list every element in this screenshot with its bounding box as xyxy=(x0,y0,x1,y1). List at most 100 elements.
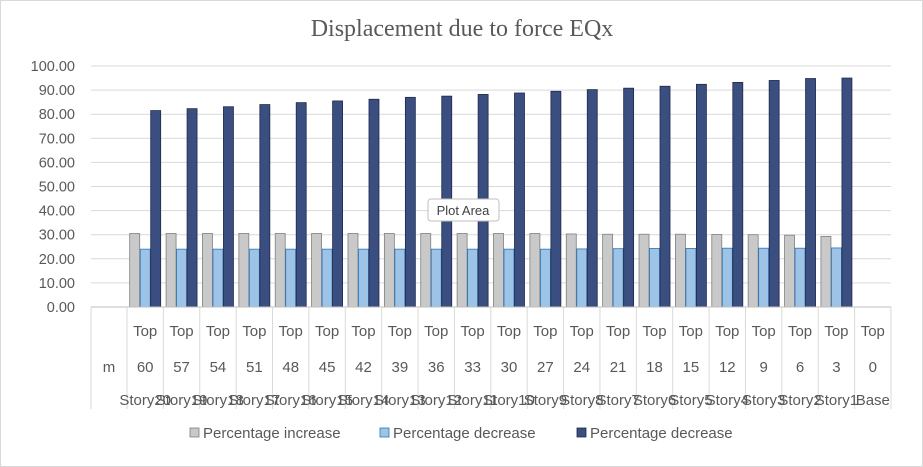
bar-series-1[interactable] xyxy=(274,233,286,308)
y-tick-label: 60.00 xyxy=(39,155,75,171)
bar-series-2[interactable] xyxy=(831,247,842,308)
bar-series-1[interactable] xyxy=(820,235,832,308)
category-story-label: Story3 xyxy=(742,392,785,409)
bar-series-3[interactable] xyxy=(295,102,307,308)
plot-area[interactable] xyxy=(129,77,853,308)
bar-series-1[interactable] xyxy=(456,233,468,308)
category-elevation-label: 24 xyxy=(573,359,590,376)
bar-series-1[interactable] xyxy=(420,233,432,308)
bar-series-1[interactable] xyxy=(347,233,359,308)
category-elevation-label: 60 xyxy=(137,359,154,376)
category-level-label: Top xyxy=(497,323,521,340)
bar-series-3[interactable] xyxy=(150,110,162,308)
category-level-label: Top xyxy=(242,323,266,340)
bar-series-2[interactable] xyxy=(467,248,479,308)
bar-series-2[interactable] xyxy=(248,248,260,308)
bar-series-3[interactable] xyxy=(332,100,343,308)
bar-series-1[interactable] xyxy=(638,233,650,308)
category-elevation-label: 15 xyxy=(683,359,700,376)
bar-series-1[interactable] xyxy=(238,233,250,308)
category-level-label: Top xyxy=(679,323,703,340)
chart-title: Displacement due to force EQx xyxy=(311,16,614,42)
y-axis: 0.00 10.00 20.00 30.00 40.00 50.00 60.00 70.00 8… xyxy=(31,59,75,316)
bar-series-3[interactable] xyxy=(805,78,816,308)
category-elevation-label: 0 xyxy=(869,359,877,376)
bar-series-2[interactable] xyxy=(758,247,770,308)
category-elevation-label: 36 xyxy=(428,359,445,376)
bar-series-3[interactable] xyxy=(768,80,780,308)
bar-series-2[interactable] xyxy=(430,248,442,308)
bar-series-3[interactable] xyxy=(223,106,234,308)
bar-series-3[interactable] xyxy=(186,108,198,308)
bar-series-1[interactable] xyxy=(565,233,577,308)
category-level-label: Top xyxy=(752,323,776,340)
category-level-label: Top xyxy=(606,323,630,340)
y-tick-label: 50.00 xyxy=(39,180,75,196)
category-elevation-label: 57 xyxy=(173,359,190,376)
category-story-label: Story5 xyxy=(669,392,712,409)
category-elevation-label: 3 xyxy=(832,359,840,376)
y-tick-label: 30.00 xyxy=(39,228,75,244)
legend-swatch xyxy=(189,427,200,438)
bar-series-1[interactable] xyxy=(711,234,723,308)
bar-series-1[interactable] xyxy=(311,233,322,308)
category-level-label: Top xyxy=(388,323,412,340)
category-table: mTop60Story20Top57Story19Top54Story18Top… xyxy=(90,306,892,409)
bar-series-1[interactable] xyxy=(383,233,395,308)
category-level-label: Top xyxy=(788,323,812,340)
bar-series-3[interactable] xyxy=(586,89,598,308)
bar-series-1[interactable] xyxy=(675,233,686,308)
bar-series-2[interactable] xyxy=(794,247,806,308)
y-tick-label: 0.00 xyxy=(47,300,75,316)
bar-series-3[interactable] xyxy=(841,77,853,308)
bar-series-1[interactable] xyxy=(602,233,614,308)
bar-series-2[interactable] xyxy=(539,248,551,308)
category-story-label: Story12 xyxy=(410,392,462,409)
bar-series-2[interactable] xyxy=(394,248,406,308)
bar-series-2[interactable] xyxy=(649,248,660,308)
bar-series-3[interactable] xyxy=(550,90,562,308)
category-story-label: Story14 xyxy=(338,392,390,409)
category-level-label: Top xyxy=(533,323,557,340)
category-elevation-label: 33 xyxy=(464,359,481,376)
bar-series-3[interactable] xyxy=(623,87,635,308)
bar-series-2[interactable] xyxy=(503,248,515,308)
bar-series-3[interactable] xyxy=(659,85,671,308)
bar-series-1[interactable] xyxy=(747,234,759,308)
bar-series-2[interactable] xyxy=(576,248,588,308)
bar-series-2[interactable] xyxy=(358,248,369,308)
category-level-label: Top xyxy=(206,323,230,340)
bar-series-2[interactable] xyxy=(285,248,297,308)
bar-series-1[interactable] xyxy=(165,233,177,308)
bar-series-3[interactable] xyxy=(696,83,707,308)
bar-series-3[interactable] xyxy=(368,98,380,308)
legend-label: Percentage decrease xyxy=(393,425,536,442)
bar-series-3[interactable] xyxy=(259,104,271,308)
bar-series-1[interactable] xyxy=(202,233,213,308)
category-elevation-label: 54 xyxy=(210,359,227,376)
category-level-label: Top xyxy=(715,323,739,340)
bar-series-3[interactable] xyxy=(732,81,744,308)
category-elevation-label: 6 xyxy=(796,359,804,376)
bar-series-1[interactable] xyxy=(784,234,795,308)
y-tick-label: 100.00 xyxy=(31,59,75,75)
bar-series-2[interactable] xyxy=(139,248,151,308)
bar-series-3[interactable] xyxy=(514,92,525,308)
unit-label: m xyxy=(103,359,116,376)
bar-series-1[interactable] xyxy=(129,233,141,308)
bar-series-3[interactable] xyxy=(404,96,416,308)
bar-series-2[interactable] xyxy=(176,248,187,308)
bar-series-2[interactable] xyxy=(721,247,733,308)
legend-swatch xyxy=(379,427,390,438)
bar-series-2[interactable] xyxy=(321,248,333,308)
category-story-label: Story17 xyxy=(228,392,280,409)
bar-series-1[interactable] xyxy=(493,233,504,308)
bar-series-2[interactable] xyxy=(612,248,624,308)
category-level-label: Top xyxy=(642,323,666,340)
bar-series-2[interactable] xyxy=(685,248,697,308)
category-level-label: Top xyxy=(351,323,375,340)
bar-series-1[interactable] xyxy=(529,233,541,308)
legend: Percentage increase Percentage decrease Pe… xyxy=(189,425,733,442)
category-elevation-label: 30 xyxy=(501,359,518,376)
bar-series-2[interactable] xyxy=(212,248,224,308)
